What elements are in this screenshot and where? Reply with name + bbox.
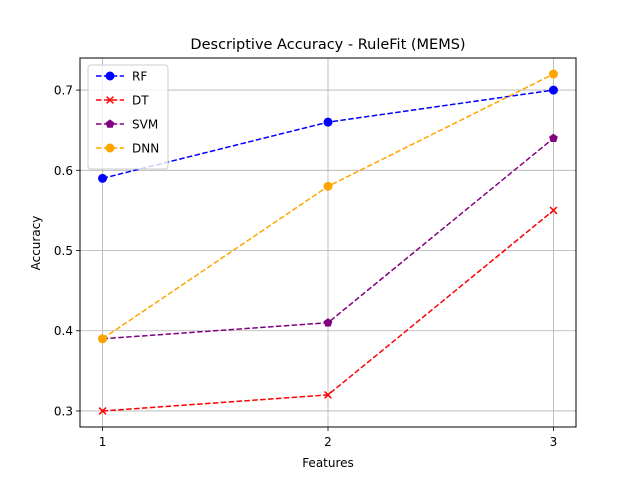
series-dnn xyxy=(98,69,558,344)
axis-ticks: 1 2 3 0.3 0.4 0.5 0.6 0.7 xyxy=(54,84,557,449)
data-point-dt-stroke-b xyxy=(549,206,558,215)
y-tick-label: 0.6 xyxy=(54,164,73,178)
legend-item-svm: SVM xyxy=(96,118,158,132)
legend-box xyxy=(87,64,169,170)
data-point-dt-stroke-b xyxy=(324,390,332,399)
data-point-svm xyxy=(323,318,333,327)
chart-title: Descriptive Accuracy - RuleFit (MEMS) xyxy=(190,37,465,53)
data-point-dt-stroke-b xyxy=(98,407,107,415)
legend-marker-svm xyxy=(105,119,115,128)
data-point-dt xyxy=(549,206,558,215)
x-tick-label: 3 xyxy=(550,435,558,449)
data-point-dt xyxy=(98,407,107,415)
legend-item-dnn: DNN xyxy=(96,142,159,156)
y-tick-label: 0.4 xyxy=(54,324,73,338)
legend-marker-dt xyxy=(106,96,114,104)
data-point-dt xyxy=(324,390,332,399)
y-axis-label: Accuracy xyxy=(29,216,43,271)
data-point-svm xyxy=(549,133,558,142)
data-point-rf xyxy=(323,117,333,127)
data-point-dnn xyxy=(548,69,558,79)
y-tick-label: 0.3 xyxy=(54,404,73,418)
x-tick-label: 2 xyxy=(324,435,332,449)
legend-label-dt: DT xyxy=(132,94,149,108)
data-point-dnn xyxy=(323,181,333,191)
x-tick-label: 1 xyxy=(99,435,107,449)
legend-item-rf: RF xyxy=(96,70,147,84)
y-tick-label: 0.7 xyxy=(54,84,73,98)
series-rf xyxy=(98,85,558,183)
legend-item-dt: DT xyxy=(96,94,149,108)
series-group xyxy=(98,69,558,415)
legend-label-rf: RF xyxy=(132,70,147,84)
data-point-rf xyxy=(98,173,108,183)
legend-marker-dnn xyxy=(105,143,115,153)
legend-marker-dt-stroke-b xyxy=(106,96,114,104)
legend-label-dnn: DNN xyxy=(132,142,159,156)
data-point-rf xyxy=(548,85,558,95)
x-axis-label: Features xyxy=(302,456,354,470)
legend-label-svm: SVM xyxy=(132,118,158,132)
legend: RF DT SVM DNN xyxy=(87,64,169,170)
y-tick-label: 0.5 xyxy=(54,244,73,258)
series-dt xyxy=(98,206,558,415)
data-point-dnn xyxy=(98,334,108,344)
legend-marker-rf xyxy=(105,71,115,81)
